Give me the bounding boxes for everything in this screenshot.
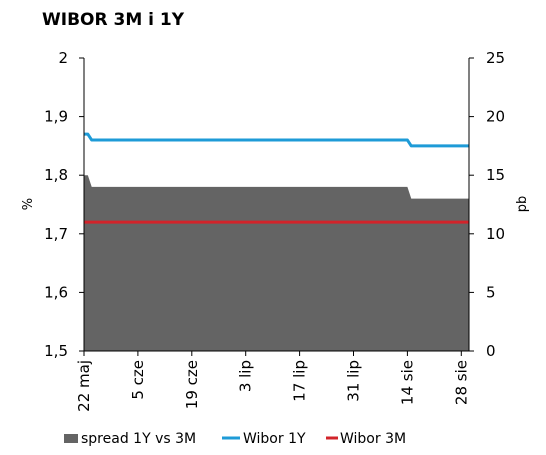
y-tick-label-right: 5 (486, 283, 496, 301)
legend-label: spread 1Y vs 3M (81, 431, 196, 447)
legend-label: Wibor 1Y (243, 431, 306, 447)
series-spread-area (84, 175, 469, 351)
legend-label: Wibor 3M (340, 431, 406, 447)
y-tick-label-left: 1,5 (44, 342, 68, 360)
y-tick-label-left: 2 (58, 49, 68, 67)
y-axis-title-right: pb (515, 196, 530, 213)
x-tick-label: 17 lip (291, 360, 309, 402)
chart-title: WIBOR 3M i 1Y (42, 10, 185, 30)
x-tick-label: 5 cze (129, 360, 147, 400)
y-tick-label-right: 10 (486, 225, 505, 243)
plot-area (84, 132, 469, 351)
legend: spread 1Y vs 3M Wibor 1Y Wibor 3M (64, 431, 406, 447)
x-tick-label: 19 cze (183, 360, 201, 409)
y-tick-label-left: 1,7 (44, 225, 68, 243)
series-line-1 (84, 132, 469, 148)
legend-swatch-spread (64, 434, 78, 443)
y-tick-label-left: 1,8 (44, 166, 68, 184)
y-axis-title-left: % (21, 198, 36, 210)
y-tick-label-right: 25 (486, 49, 505, 67)
y-tick-label-right: 15 (486, 166, 505, 184)
x-tick-label: 28 sie (452, 360, 470, 405)
y-tick-label-left: 1,9 (44, 108, 68, 126)
y-tick-label-right: 0 (486, 342, 496, 360)
y-tick-label-left: 1,6 (44, 283, 68, 301)
y-tick-label-right: 20 (486, 108, 505, 126)
x-tick-label: 31 lip (345, 360, 363, 402)
x-tick-label: 22 maj (75, 360, 93, 412)
x-tick-label: 14 sie (398, 360, 416, 405)
x-tick-label: 3 lip (237, 360, 255, 392)
